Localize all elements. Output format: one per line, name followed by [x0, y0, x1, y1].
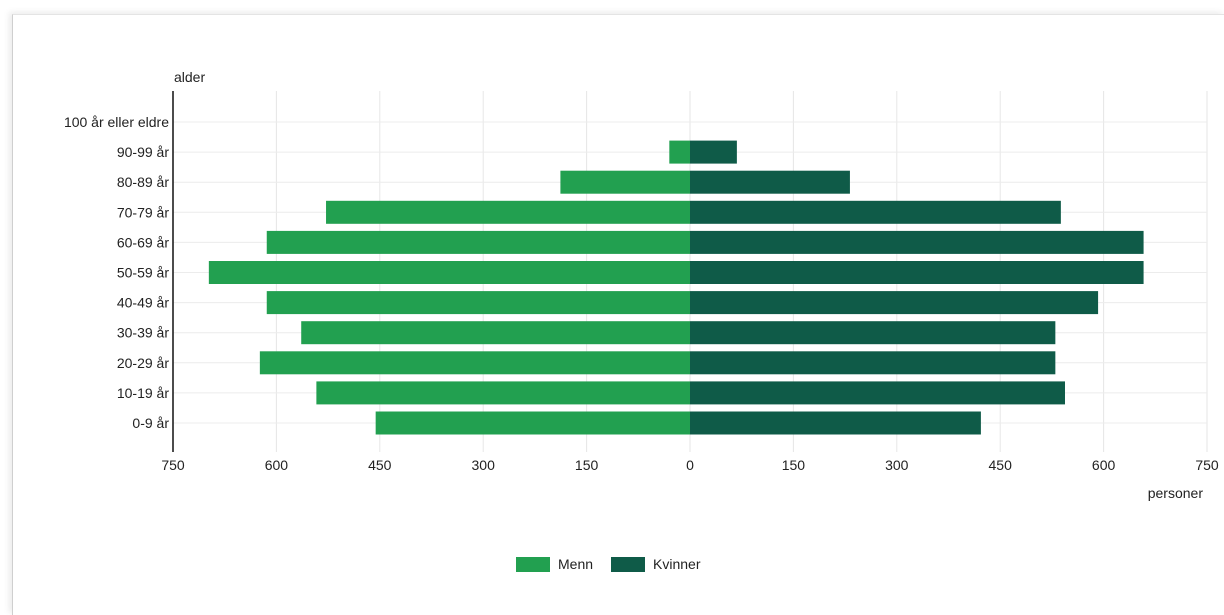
x-tick-label: 0 — [686, 457, 694, 473]
bar-menn-5[interactable] — [208, 261, 690, 284]
y-tick-label: 60-69 år — [117, 234, 169, 250]
legend-label-kvinner: Kvinner — [653, 556, 701, 572]
y-tick-label: 100 år eller eldre — [64, 114, 169, 130]
bar-menn-1[interactable] — [669, 140, 690, 164]
bar-kvinner-8[interactable] — [690, 351, 1056, 375]
bar-menn-4[interactable] — [266, 230, 690, 254]
y-tick-label: 20-29 år — [117, 355, 169, 371]
bar-menn-6[interactable] — [266, 291, 690, 315]
bar-kvinner-2[interactable] — [690, 170, 850, 194]
legend-swatch-kvinner — [611, 556, 646, 572]
legend-item-kvinner[interactable]: Kvinner — [611, 556, 701, 572]
y-tick-label: 40-49 år — [117, 295, 169, 311]
bar-menn-8[interactable] — [259, 351, 690, 375]
bar-kvinner-5[interactable] — [690, 261, 1144, 284]
bar-kvinner-6[interactable] — [690, 291, 1099, 315]
bar-kvinner-3[interactable] — [690, 200, 1061, 224]
y-tick-label: 50-59 år — [117, 265, 169, 281]
x-tick-label: 600 — [1092, 457, 1116, 473]
x-tick-label: 300 — [472, 457, 496, 473]
x-tick-label: 750 — [161, 457, 185, 473]
bar-menn-2[interactable] — [560, 170, 690, 194]
x-tick-label: 450 — [989, 457, 1013, 473]
x-tick-label: 600 — [265, 457, 289, 473]
y-tick-label: 70-79 år — [117, 204, 169, 220]
legend: Menn Kvinner — [516, 556, 719, 572]
chart-frame — [12, 14, 1224, 615]
y-axis-title: alder — [174, 69, 205, 85]
bar-kvinner-7[interactable] — [690, 321, 1056, 345]
bar-menn-10[interactable] — [375, 411, 690, 435]
bar-menn-7[interactable] — [301, 321, 690, 345]
bar-kvinner-9[interactable] — [690, 381, 1065, 405]
bar-kvinner-10[interactable] — [690, 411, 981, 435]
x-tick-label: 300 — [885, 457, 909, 473]
bars — [208, 140, 1144, 435]
legend-item-menn[interactable]: Menn — [516, 556, 593, 572]
y-tick-label: 30-39 år — [117, 325, 169, 341]
bar-menn-9[interactable] — [316, 381, 690, 405]
x-tick-label: 150 — [782, 457, 806, 473]
legend-label-menn: Menn — [558, 556, 594, 572]
tick-labels: 100 år eller eldre 90-99 år 80-89 år 70-79 … — [64, 114, 1219, 473]
bar-kvinner-4[interactable] — [690, 230, 1144, 254]
x-tick-label: 150 — [575, 457, 599, 473]
y-tick-label: 80-89 år — [117, 174, 169, 190]
bar-menn-3[interactable] — [326, 200, 690, 224]
bar-kvinner-1[interactable] — [690, 140, 737, 164]
x-axis-title: personer — [1148, 485, 1204, 501]
x-tick-label: 750 — [1195, 457, 1219, 473]
legend-swatch-menn — [516, 556, 550, 572]
x-tick-label: 450 — [368, 457, 392, 473]
y-tick-label: 10-19 år — [117, 385, 169, 401]
y-tick-label: 0-9 år — [132, 415, 169, 431]
y-tick-label: 90-99 år — [117, 144, 169, 160]
